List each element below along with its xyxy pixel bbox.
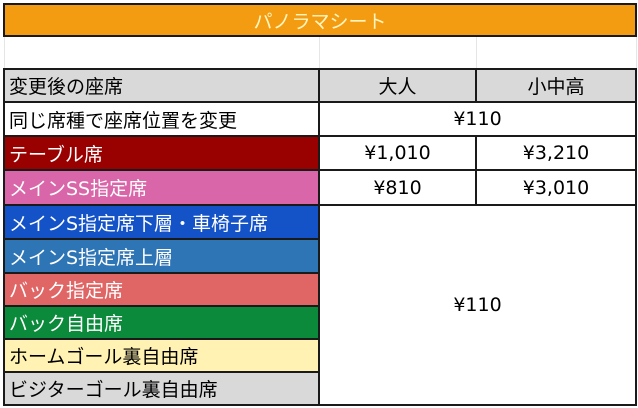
merged-price: ¥110: [318, 204, 637, 406]
price-adult: ¥810: [318, 169, 477, 206]
seat-label: バック自由席: [3, 305, 320, 340]
price: ¥110: [318, 101, 637, 137]
seat-label: メインSS指定席: [3, 169, 320, 206]
header-adult: 大人: [318, 68, 477, 103]
price-table: パノラマシート 変更後の座席 大人 小中高 同じ席種で座席位置を変更 ¥110 …: [3, 3, 637, 406]
table-row: バック自由席: [3, 305, 636, 340]
table-row: ビジターゴール裏自由席: [3, 371, 636, 406]
price-child: ¥3,010: [475, 169, 637, 206]
table-row: メインS指定席上層: [3, 238, 636, 274]
table-row: 同じ席種で座席位置を変更 ¥110: [3, 101, 637, 137]
table-row: テーブル席 ¥1,010 ¥3,210: [3, 135, 637, 171]
table-row: ホームゴール裏自由席: [3, 338, 636, 373]
table-title: パノラマシート: [3, 3, 637, 37]
seat-label: 同じ席種で座席位置を変更: [3, 101, 320, 137]
seat-label: メインS指定席上層: [3, 238, 320, 274]
table-row: メインSS指定席 ¥810 ¥3,010: [3, 169, 637, 206]
seat-label: メインS指定席下層・車椅子席: [3, 204, 320, 240]
table-row: メインS指定席下層・車椅子席 ¥110: [3, 204, 637, 406]
seat-label: ビジターゴール裏自由席: [3, 371, 320, 406]
header-seat: 変更後の座席: [3, 68, 320, 103]
seat-label: テーブル席: [3, 135, 320, 171]
header-child: 小中高: [475, 68, 637, 103]
table-row: バック指定席: [3, 272, 636, 307]
price-child: ¥3,210: [475, 135, 637, 171]
price-adult: ¥1,010: [318, 135, 477, 171]
header-row: 変更後の座席 大人 小中高: [3, 68, 637, 103]
seat-label: バック指定席: [3, 272, 320, 307]
seat-label: ホームゴール裏自由席: [3, 338, 320, 373]
